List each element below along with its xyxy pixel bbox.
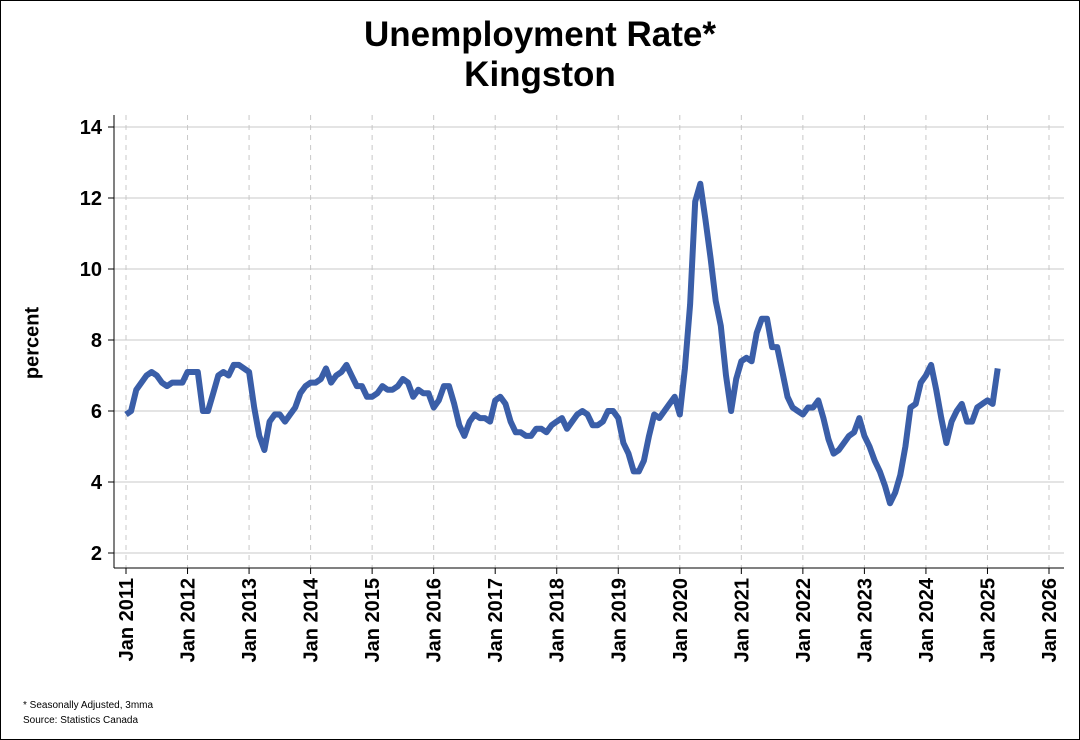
x-tick-label: Jan 2019 <box>608 578 630 663</box>
x-tick-label: Jan 2024 <box>916 577 938 662</box>
chart-title-block: Unemployment Rate* Kingston <box>1 15 1079 95</box>
x-tick-label: Jan 2020 <box>670 578 692 663</box>
seasonal-note: * Seasonally Adjusted, 3mma <box>23 700 154 711</box>
footnotes: * Seasonally Adjusted, 3mma Source: Stat… <box>23 698 153 728</box>
chart-subtitle: Kingston <box>464 55 616 94</box>
x-tick-label: Jan 2016 <box>424 578 446 663</box>
series-line <box>124 180 1001 507</box>
y-tick-label: 8 <box>91 330 102 352</box>
y-tick-label: 14 <box>80 117 103 139</box>
x-tick-label: Jan 2021 <box>731 578 753 663</box>
x-tick-label: Jan 2017 <box>485 578 507 663</box>
x-tick-label: Jan 2026 <box>1039 578 1061 663</box>
x-tick-label: Jan 2022 <box>793 578 815 663</box>
x-tick-label: Jan 2014 <box>301 577 323 662</box>
y-tick-label: 4 <box>91 472 103 494</box>
x-tick-label: Jan 2018 <box>547 578 569 663</box>
y-tick-label: 12 <box>80 188 102 210</box>
x-tick-label: Jan 2011 <box>116 578 138 661</box>
y-tick-label: 2 <box>91 543 102 565</box>
y-tick-label: 10 <box>80 259 102 281</box>
x-tick-label: Jan 2013 <box>239 578 261 663</box>
chart-title: Unemployment Rate* <box>363 15 717 54</box>
x-tick-label: Jan 2015 <box>362 578 384 663</box>
x-tick-label: Jan 2023 <box>854 578 876 663</box>
y-tick-label: 6 <box>91 401 102 423</box>
source-note: Source: Statistics Canada <box>23 715 139 726</box>
x-tick-label: Jan 2012 <box>178 578 200 663</box>
x-tick-label: Jan 2025 <box>977 578 999 663</box>
